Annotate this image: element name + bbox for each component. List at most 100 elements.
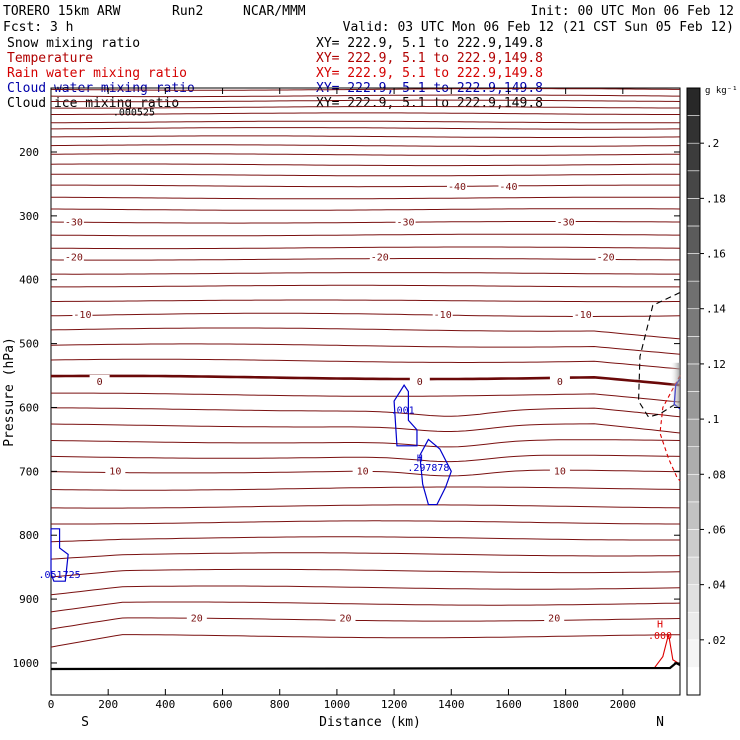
legend-snow: Snow mixing ratio: [7, 36, 140, 51]
colorbar-cell: [686, 446, 701, 475]
axis-ticks: 0 200 400 600 800 1000 1200 1400 1600 1800 2000200…: [13, 88, 680, 711]
legend-temperature-xy: XY= 222.9, 5.1 to 222.9,149.8: [316, 51, 543, 66]
colorbar-cell: [686, 87, 701, 116]
colorbar-frame: [686, 87, 701, 696]
cloud-water-contour-lower: [419, 438, 452, 506]
isotherm-line: [51, 504, 681, 509]
isotherm-label: 0: [417, 377, 423, 388]
isotherm-line: [51, 284, 680, 288]
isotherm-line: [51, 99, 681, 103]
colorbar: g kg⁻¹ .02 .04 .06 .08 .1 .12 .14 .16 .18 .2: [686, 86, 738, 696]
y-tick-label: 1000: [13, 657, 40, 670]
colorbar-cell: [686, 501, 701, 530]
field-annotation: H: [657, 620, 663, 631]
legend-cloud-ice-xy: XY= 222.9, 5.1 to 222.9,149.8: [316, 96, 543, 111]
colorbar-cell: [686, 170, 701, 199]
isotherm-zero: [51, 374, 681, 387]
isotherm-label: -20: [65, 252, 83, 263]
colorbar-tick-label: .06: [706, 523, 726, 536]
isotherm-line: [50, 454, 681, 463]
isotherm-line: [50, 536, 680, 543]
ground-line: [50, 661, 681, 671]
contour-label-bg: [544, 611, 565, 624]
isotherm-line: [50, 407, 681, 418]
isotherm-label: 20: [191, 613, 203, 624]
x-tick-label: 1200: [381, 698, 408, 711]
isotherm-line: [51, 196, 680, 200]
colorbar-cell: [686, 336, 701, 365]
legend-rain: Rain water mixing ratio: [7, 66, 187, 81]
y-tick-label: 900: [19, 593, 39, 606]
colorbar-tick-label: .1: [706, 413, 719, 426]
field-annotation: .051725: [38, 570, 80, 581]
y-axis-title: Pressure (hPa): [2, 337, 17, 447]
isotherm-line: [50, 327, 681, 340]
contour-label-bg: [409, 374, 430, 387]
colorbar-cell: [686, 253, 701, 282]
contour-label-bg: [432, 307, 453, 320]
isotherm-line: [50, 601, 681, 613]
isotherm-label: 0: [97, 377, 103, 388]
colorbar-cell: [686, 639, 701, 668]
legend-rain-xy: XY= 222.9, 5.1 to 222.9,149.8: [316, 66, 543, 81]
x-tick-label: 1600: [495, 698, 522, 711]
isotherm-line: [50, 144, 680, 147]
isotherm-line: [50, 106, 680, 109]
colorbar-tick-label: .16: [706, 248, 726, 261]
isotherm-line: [51, 153, 681, 156]
colorbar-cell: [686, 418, 701, 447]
valid-time: Valid: 03 UTC Mon 06 Feb 12 (21 CST Sun …: [343, 20, 734, 35]
init-time: Init: 00 UTC Mon 06 Feb 12: [531, 4, 735, 19]
legend-snow-xy: XY= 222.9, 5.1 to 222.9,149.8: [316, 36, 543, 51]
isotherm-label: 20: [548, 613, 560, 624]
colorbar-tick-label: .04: [706, 579, 726, 592]
y-tick-label: 400: [19, 274, 39, 287]
colorbar-tick-label: .02: [706, 634, 726, 647]
colorbar-tick-label: .12: [706, 358, 726, 371]
isotherm-line: [50, 552, 681, 560]
colorbar-cell: [686, 225, 701, 254]
isotherm-line: [51, 246, 681, 250]
colorbar-units: g kg⁻¹: [705, 86, 738, 96]
isotherm-line: [51, 135, 681, 138]
isotherm-label: 10: [554, 466, 566, 477]
isotherm-line: [50, 585, 681, 596]
contour-label-bg: [63, 250, 84, 263]
rain-contour-dashed: [659, 375, 681, 482]
colorbar-cell: [686, 391, 701, 420]
isotherm-line: [51, 127, 680, 130]
isotherm-label: 10: [357, 466, 369, 477]
isotherm-label: -20: [597, 252, 615, 263]
isotherm-line: [50, 423, 681, 434]
contour-label-bg: [572, 307, 593, 320]
colorbar-cell: [686, 584, 701, 613]
isotherm-label: 0: [557, 377, 563, 388]
isotherm-line: [51, 208, 681, 211]
isotherm-line: [51, 173, 681, 177]
isotherm-line: [50, 439, 681, 448]
isotherm-line: [50, 163, 680, 167]
ground-surface: [50, 661, 681, 671]
x-tick-label: 2000: [610, 698, 637, 711]
isotherm-line: [50, 634, 681, 648]
isotherm-label: -30: [396, 217, 414, 228]
contour-label-bg: [72, 307, 93, 320]
isotherm-label: -20: [371, 252, 389, 263]
contour-label-bg: [105, 464, 126, 477]
colorbar-cell: [686, 280, 701, 310]
contour-label-bg: [335, 611, 356, 624]
x-axis-title: Distance (km): [319, 715, 421, 730]
x-tick-label: 1400: [438, 698, 465, 711]
contour-label-bg: [595, 250, 616, 263]
forecast-hour: Fcst: 3 h: [3, 20, 73, 35]
cloud-water-contour-left: [50, 528, 69, 582]
isotherm-line: [50, 88, 680, 91]
colorbar-cell: [686, 529, 701, 558]
contour-label-bg: [89, 374, 110, 387]
isotherm-line: [50, 617, 681, 630]
x-tick-label: 200: [98, 698, 118, 711]
contour-labels: -40 -40 -30 -30 -30 -20 -20 -20 -10 -10 -10 0 0 0 10 10…: [38, 107, 672, 642]
isotherm-line: [51, 184, 680, 188]
colorbar-cell: [686, 611, 701, 641]
isotherm-label: -10: [73, 310, 91, 321]
